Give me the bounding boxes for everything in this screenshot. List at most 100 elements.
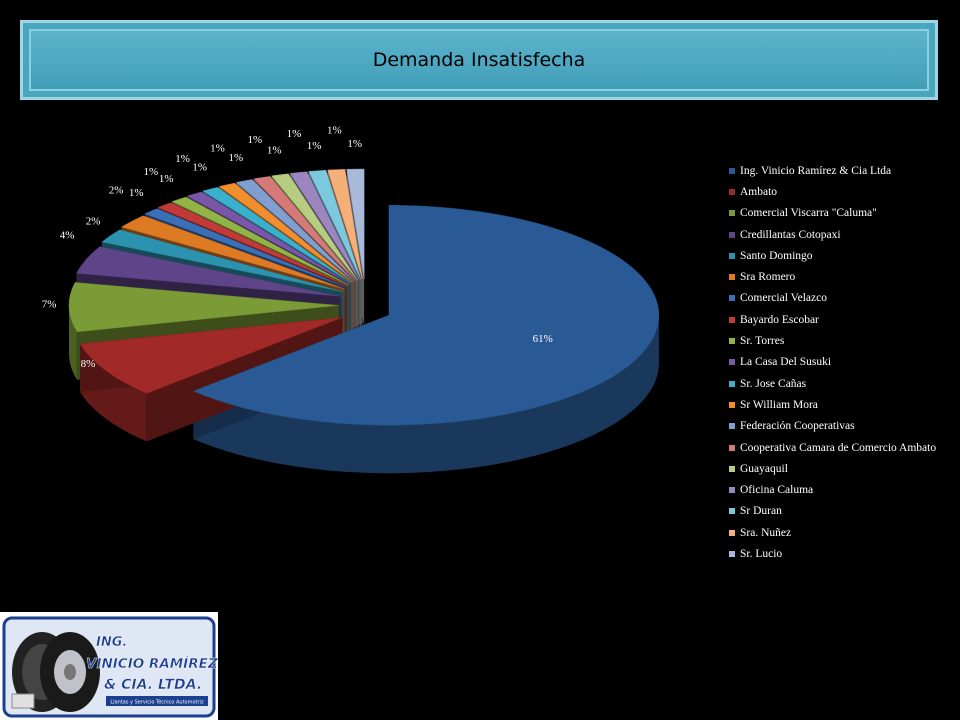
slice-value-label: 1% <box>247 134 262 146</box>
legend-item: Sra. Nuñez <box>729 522 936 543</box>
legend-item: Federación Cooperativas <box>729 416 936 437</box>
legend-label: Federación Cooperativas <box>740 420 855 433</box>
legend-swatch <box>729 359 735 366</box>
pie-slice <box>76 246 341 297</box>
slice-value-label: 2% <box>109 185 124 197</box>
pie-slice <box>120 215 345 290</box>
legend-item: Comercial Velazco <box>729 288 936 309</box>
legend-item: Sr William Mora <box>729 394 936 415</box>
legend-label: Sr. Lucio <box>740 547 783 560</box>
pie-slice <box>289 171 360 280</box>
legend-swatch <box>729 487 735 494</box>
legend-swatch <box>729 274 735 281</box>
legend-label: Ing. Vinicio Ramírez & Cia Ltda <box>740 164 892 177</box>
legend-item: La Casa Del Susuki <box>729 352 936 373</box>
legend-swatch <box>729 465 735 472</box>
legend-label: Ambato <box>740 185 778 198</box>
slice-value-label: 2% <box>86 216 101 228</box>
legend-swatch <box>729 401 735 408</box>
slice-value-label: 1% <box>210 142 225 154</box>
slice-value-label: 1% <box>192 161 207 173</box>
company-logo: ING. VINICIO RAMÍREZ & CIA. LTDA. Llanta… <box>0 612 218 720</box>
legend-label: Santo Domingo <box>740 249 813 262</box>
pie-slice <box>271 173 358 281</box>
legend-swatch <box>729 508 735 515</box>
legend-swatch <box>729 444 735 451</box>
legend-swatch <box>729 295 735 302</box>
legend-label: Sr Duran <box>740 505 782 518</box>
pie-slice <box>218 182 354 283</box>
legend-label: Sr. Jose Cañas <box>740 377 807 390</box>
pie-slice <box>192 204 660 426</box>
legend-label: Sr. Torres <box>740 335 785 348</box>
legend-swatch <box>729 210 735 217</box>
slice-value-label: 1% <box>347 138 362 150</box>
title-banner: Demanda Insatisfecha <box>20 20 938 100</box>
slice-value-label: 1% <box>159 173 174 185</box>
slice-value-label: 4% <box>60 229 75 241</box>
pie-slice <box>308 170 362 280</box>
pie-slice <box>157 202 348 287</box>
legend-item: Ambato <box>729 181 936 202</box>
pie-slice <box>346 168 365 280</box>
legend-item: Sr. Jose Cañas <box>729 373 936 394</box>
legend-label: Cooperativa Camara de Comercio Ambato <box>740 441 937 454</box>
slice-value-label: 1% <box>307 140 322 152</box>
legend-label: Sr William Mora <box>740 398 818 411</box>
logo-tagline: Llantas y Servicio Técnico Automotriz <box>110 699 204 706</box>
legend-label: Guayaquil <box>740 462 788 475</box>
legend-label: Bayardo Escobar <box>740 313 819 326</box>
legend-swatch <box>729 423 735 430</box>
legend-swatch <box>729 231 735 238</box>
legend-item: Sr. Lucio <box>729 543 936 564</box>
pie-slice <box>68 282 340 333</box>
chart-legend: Ing. Vinicio Ramírez & Cia Ltda Ambato Com… <box>729 160 936 565</box>
legend-swatch <box>729 252 735 259</box>
legend-item: Cooperativa Camara de Comercio Ambato <box>729 437 936 458</box>
legend-item: Ing. Vinicio Ramírez & Cia Ltda <box>729 160 936 181</box>
slice-value-label: 1% <box>327 125 342 137</box>
legend-label: Credillantas Cotopaxi <box>740 228 841 241</box>
legend-label: Sra Romero <box>740 271 796 284</box>
legend-swatch <box>729 316 735 323</box>
legend-label: Comercial Velazco <box>740 292 827 305</box>
pie-slice <box>171 196 349 286</box>
slice-value-label: 1% <box>175 153 190 165</box>
legend-item: Bayardo Escobar <box>729 309 936 330</box>
slice-value-label: 1% <box>267 145 282 157</box>
legend-swatch <box>729 380 735 387</box>
logo-line1: ING. <box>96 635 127 650</box>
legend-item: Sr Duran <box>729 501 936 522</box>
legend-label: La Casa Del Susuki <box>740 356 832 369</box>
logo-line2: VINICIO RAMÍREZ <box>86 655 218 672</box>
slice-value-label: 1% <box>229 152 244 164</box>
slice-value-label: 7% <box>42 299 57 311</box>
legend-item: Credillantas Cotopaxi <box>729 224 936 245</box>
slice-value-label: 61% <box>533 333 553 345</box>
legend-label: Comercial Viscarra "Caluma" <box>740 207 877 220</box>
legend-item: Santo Domingo <box>729 245 936 266</box>
pie-slice <box>253 176 357 281</box>
slice-value-label: 1% <box>143 166 158 178</box>
legend-item: Oficina Caluma <box>729 479 936 500</box>
legend-item: Sr. Torres <box>729 330 936 351</box>
legend-item: Comercial Viscarra "Caluma" <box>729 203 936 224</box>
legend-swatch <box>729 167 735 174</box>
pie-slice <box>202 187 352 284</box>
legend-swatch <box>729 529 735 536</box>
slice-value-label: 8% <box>81 358 96 370</box>
legend-label: Sra. Nuñez <box>740 526 792 539</box>
legend-item: Guayaquil <box>729 458 936 479</box>
slice-value-label: 1% <box>129 187 144 199</box>
legend-item: Sra Romero <box>729 266 936 287</box>
legend-label: Oficina Caluma <box>740 484 814 497</box>
chart-title: Demanda Insatisfecha <box>372 49 586 71</box>
legend-swatch <box>729 188 735 195</box>
pie-slice <box>235 179 355 282</box>
pie-slice <box>144 208 347 288</box>
pie-slice <box>101 229 343 293</box>
tire-image <box>11 632 100 712</box>
pie-slice <box>327 169 363 280</box>
legend-swatch <box>729 550 735 557</box>
